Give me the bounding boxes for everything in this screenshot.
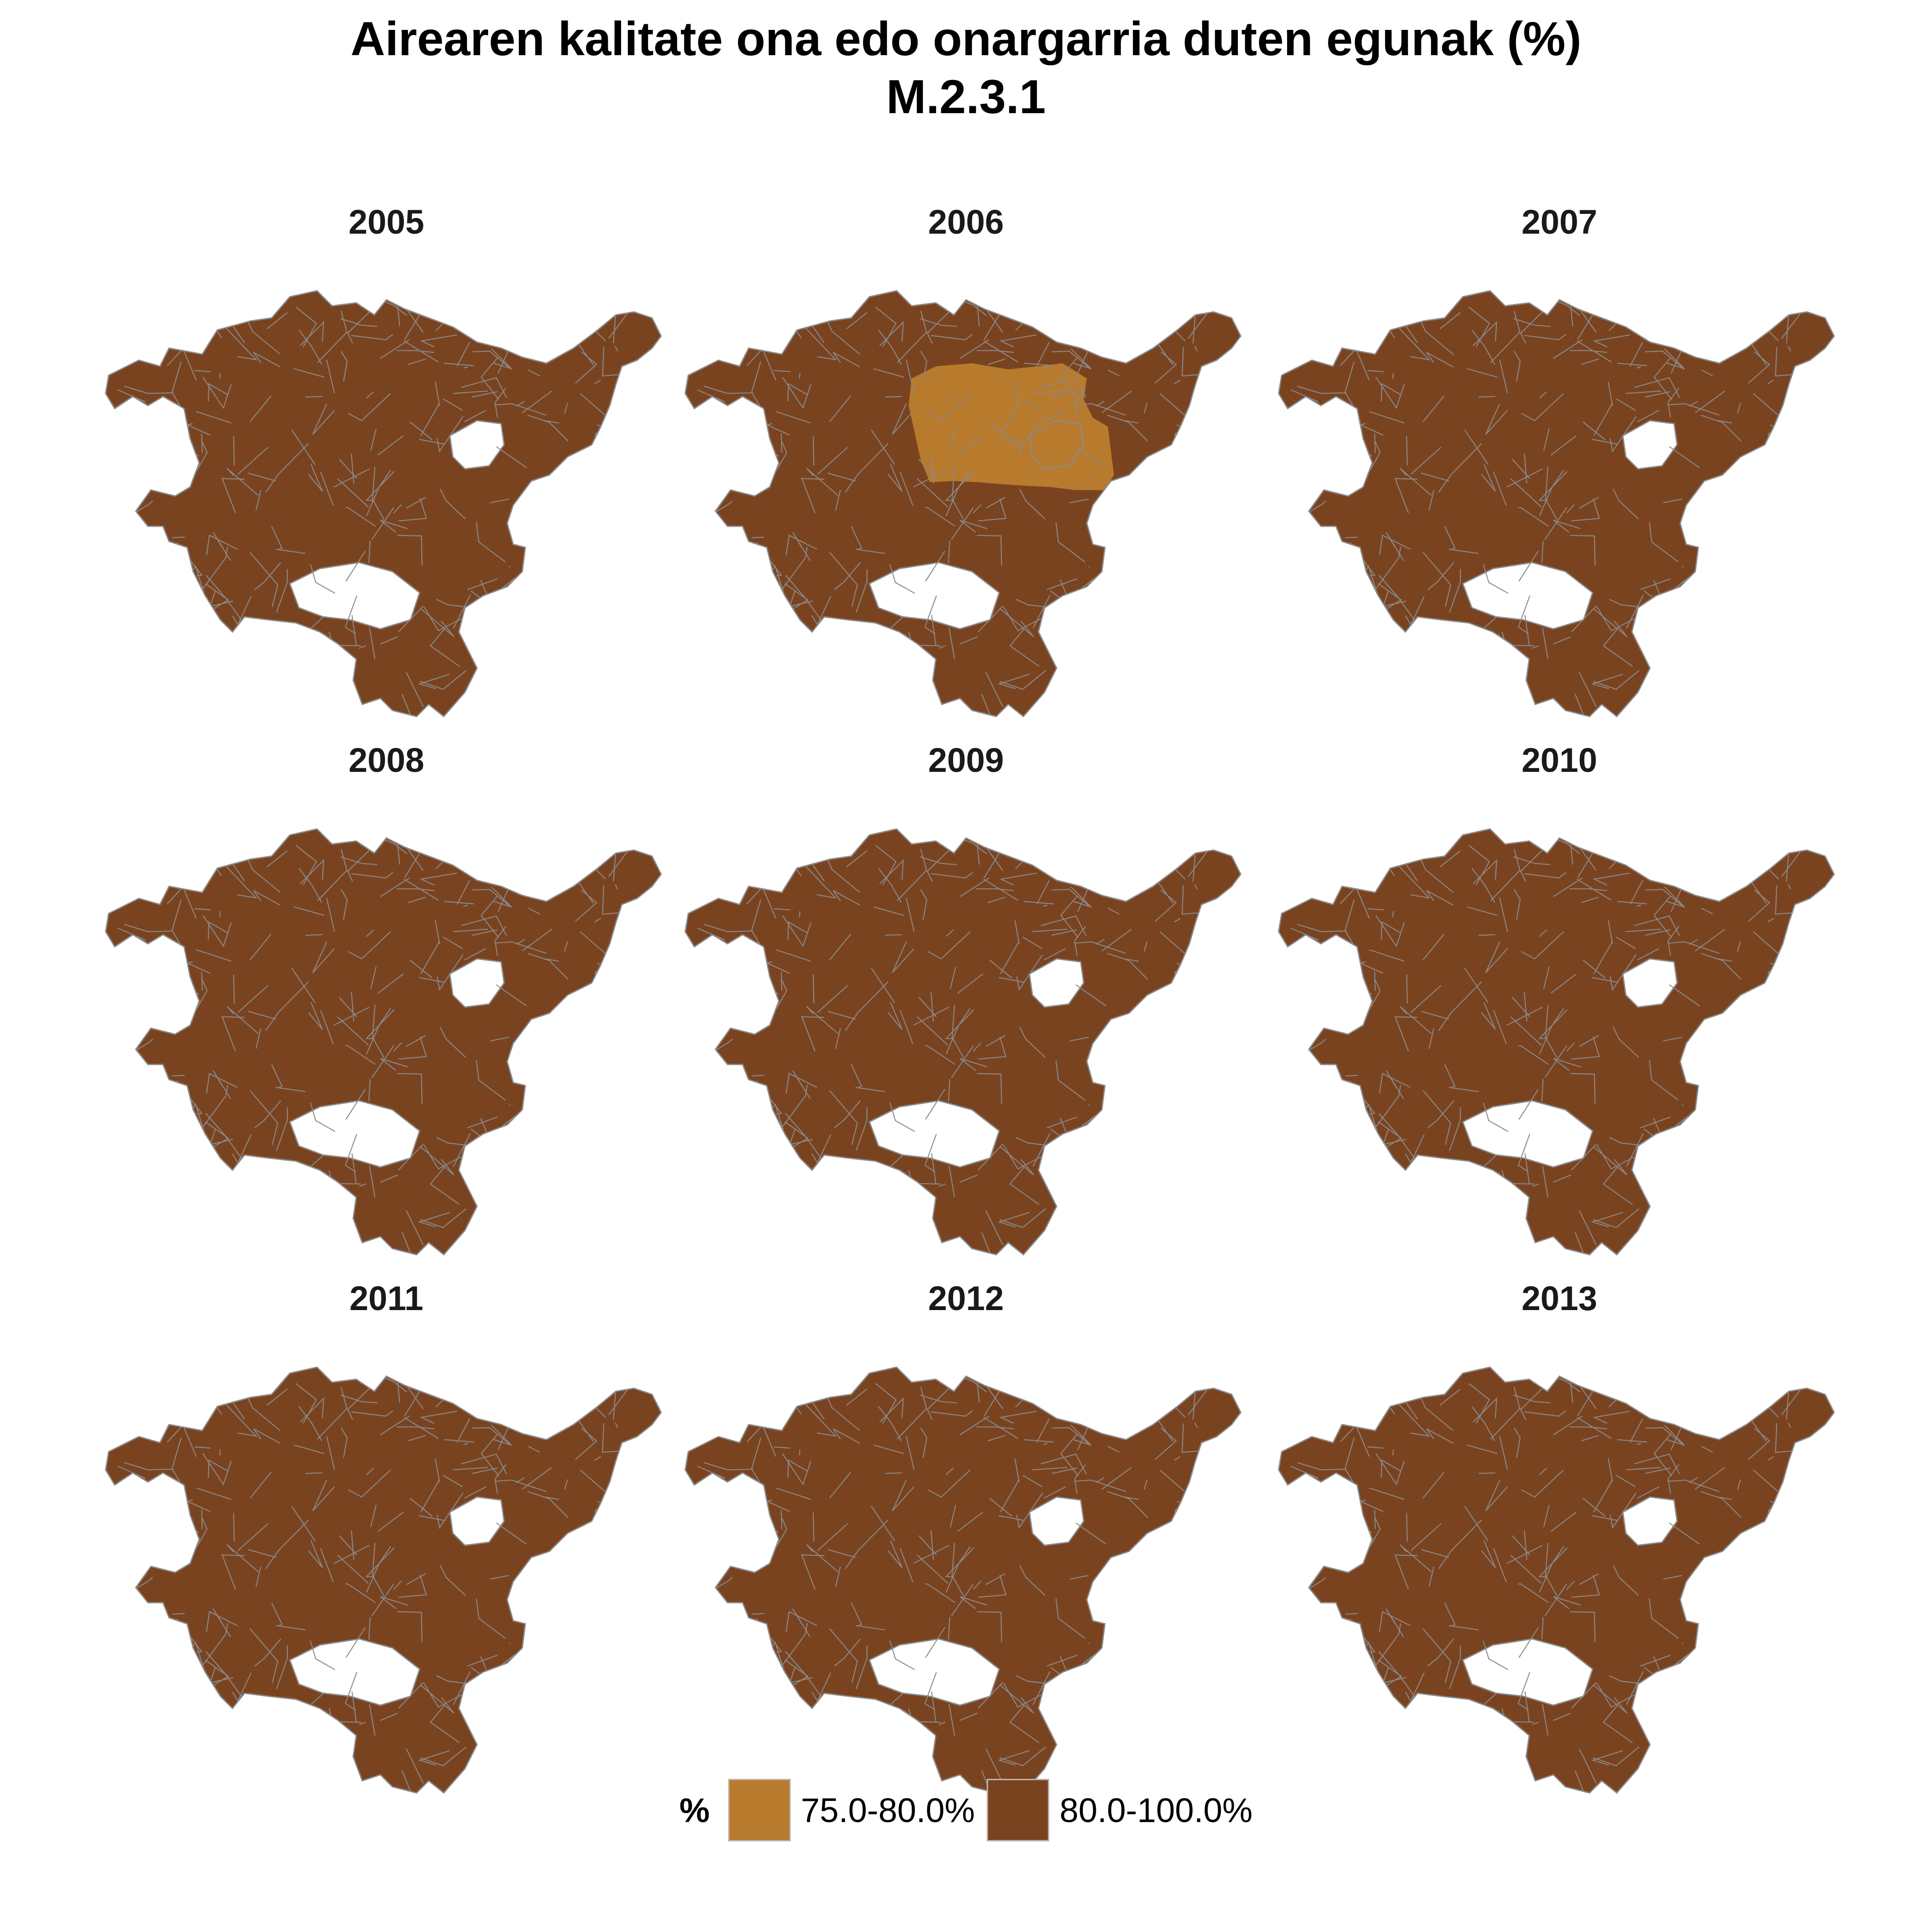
title-line-1: Airearen kalitate ona edo onargarria dut… [351,12,1581,66]
legend-item-low: 75.0-80.0% [728,1779,975,1841]
region-outline [1278,290,1835,718]
title-line-2: M.2.3.1 [886,70,1046,124]
panel-title: 2010 [1521,741,1598,779]
region-map [684,290,1242,718]
figure-title: Airearen kalitate ona edo onargarria dut… [0,10,1932,126]
region-map [1278,1366,1835,1794]
map-panel-2013: 2013 [1263,1279,1856,1817]
municipalities-low-class [908,363,1114,490]
panel-title: 2011 [349,1279,424,1317]
legend-title: % [679,1791,710,1829]
map-panel-2010: 2010 [1263,741,1856,1279]
panel-title: 2005 [348,203,425,241]
legend-label-low: 75.0-80.0% [800,1791,975,1829]
legend-swatch-low [728,1779,791,1841]
municipalities-high-class [105,829,661,1255]
municipalities-high-class [1278,829,1834,1255]
legend: % 75.0-80.0% 80.0-100.0% [0,1776,1932,1845]
map-panel-2012: 2012 [669,1279,1263,1817]
map-panel-2011: 2011 [90,1279,683,1817]
region-outline [105,828,662,1256]
region-outline [684,828,1242,1256]
map-panel-2008: 2008 [90,741,683,1279]
panel-title: 2006 [928,203,1004,241]
region-outline [1278,828,1835,1256]
municipalities-high-class [685,1367,1241,1793]
municipalities-high-class [105,1367,661,1793]
region-outline [105,290,662,718]
panel-title: 2009 [928,741,1004,779]
legend-label-high: 80.0-100.0% [1059,1791,1253,1829]
region-map [684,1366,1242,1794]
map-panel-2007: 2007 [1263,202,1856,741]
municipalities-high-class [105,291,661,717]
municipalities-high-class [1278,291,1834,717]
municipalities-high-class [1278,1367,1834,1793]
legend-swatch-high [987,1779,1050,1841]
panel-title: 2007 [1521,203,1598,241]
region-map [684,828,1242,1256]
panel-title: 2013 [1521,1279,1598,1317]
map-panel-2005: 2005 [90,202,683,741]
region-outline [684,1366,1242,1794]
region-outline [684,290,1242,718]
municipalities-high-class [685,291,1241,717]
panel-title: 2012 [928,1279,1004,1317]
map-panel-2006: 2006 [669,202,1263,741]
region-map [105,1366,662,1794]
region-outline [1278,1366,1835,1794]
region-outline [105,1366,662,1794]
region-map [1278,828,1835,1256]
map-panel-2009: 2009 [669,741,1263,1279]
region-map [105,290,662,718]
region-map [105,828,662,1256]
municipalities-high-class [685,829,1241,1255]
region-map [1278,290,1835,718]
legend-item-high: 80.0-100.0% [987,1779,1253,1841]
panel-title: 2008 [348,741,425,779]
